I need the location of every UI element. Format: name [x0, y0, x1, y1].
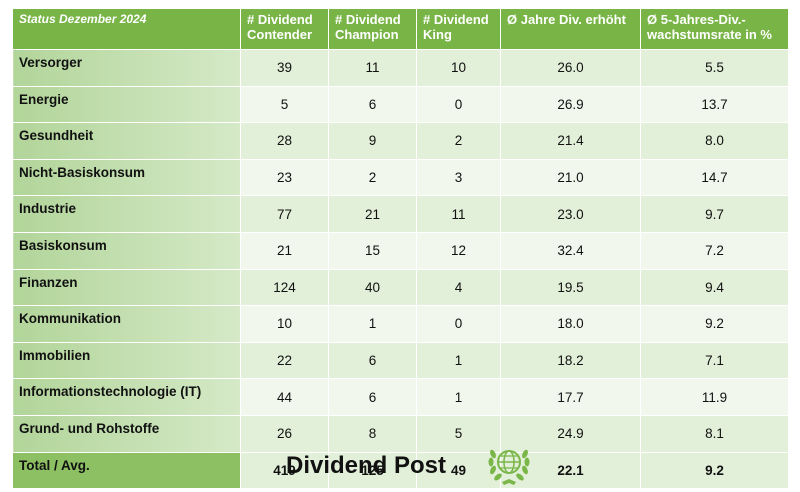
cell: 32.4: [500, 231, 641, 270]
cell: 6: [328, 378, 417, 416]
cell: 11: [328, 49, 417, 87]
table-row: Energie 5 6 0 26.9 13.7: [12, 85, 789, 124]
table-body: Versorger 39 11 10 26.0 5.5 Energie 5 6 0 26.9 13.7…: [12, 49, 789, 489]
header-cell: Ø 5-Jahres-Div.-wachstumsrate in %: [640, 8, 789, 50]
cell: 14.7: [640, 158, 789, 197]
row-label: Basiskonsum: [12, 231, 241, 270]
cell: 2: [328, 158, 417, 197]
table-row: Basiskonsum 21 15 12 32.4 7.2: [12, 231, 789, 270]
cell: 5.5: [640, 49, 789, 87]
row-label: Gesundheit: [12, 122, 241, 160]
total-cell: 125: [328, 451, 417, 489]
cell: 24.9: [500, 414, 641, 453]
cell: 9: [328, 122, 417, 160]
footer: Dividend Post: [0, 438, 800, 492]
cell: 19.5: [500, 268, 641, 307]
cell: 40: [328, 268, 417, 307]
row-label: Immobilien: [12, 341, 241, 380]
cell: 28: [240, 122, 329, 160]
header-cell: # Dividend Champion: [328, 8, 417, 50]
cell: 21: [240, 231, 329, 270]
cell: 10: [416, 49, 501, 87]
cell: 39: [240, 49, 329, 87]
cell: 23: [240, 158, 329, 197]
cell: 2: [416, 122, 501, 160]
header-cell: # Dividend Contender: [240, 8, 329, 50]
row-label: Kommunikation: [12, 305, 241, 343]
cell: 21.4: [500, 122, 641, 160]
brand: Dividend Post: [286, 452, 447, 479]
row-label: Informationstechnologie (IT): [12, 378, 241, 416]
cell: 12: [416, 231, 501, 270]
row-label: Energie: [12, 85, 241, 124]
cell: 1: [416, 341, 501, 380]
cell: 6: [328, 85, 417, 124]
cell: 13.7: [640, 85, 789, 124]
cell: 0: [416, 85, 501, 124]
cell: 15: [328, 231, 417, 270]
cell: 1: [328, 305, 417, 343]
table-row: Grund- und Rohstoffe 26 8 5 24.9 8.1: [12, 414, 789, 453]
cell: 11: [416, 195, 501, 233]
table-row: Kommunikation 10 1 0 18.0 9.2: [12, 305, 789, 343]
dividend-table: Status Dezember 2024 # Dividend Contender…: [12, 8, 789, 489]
cell: 8.0: [640, 122, 789, 160]
cell: 5: [240, 85, 329, 124]
cell: 26.9: [500, 85, 641, 124]
table-row: Immobilien 22 6 1 18.2 7.1: [12, 341, 789, 380]
cell: 0: [416, 305, 501, 343]
row-label: Grund- und Rohstoffe: [12, 414, 241, 453]
cell: 1: [416, 378, 501, 416]
total-cell: 9.2: [640, 451, 789, 489]
row-label: Industrie: [12, 195, 241, 233]
cell: 9.4: [640, 268, 789, 307]
cell: 21.0: [500, 158, 641, 197]
cell: 21: [328, 195, 417, 233]
cell: 22: [240, 341, 329, 380]
cell: 5: [416, 414, 501, 453]
cell: 6: [328, 341, 417, 380]
cell: 10: [240, 305, 329, 343]
cell: 124: [240, 268, 329, 307]
cell: 18.2: [500, 341, 641, 380]
table-row: Informationstechnologie (IT) 44 6 1 17.7 11.9: [12, 378, 789, 416]
header-cell: Status Dezember 2024: [12, 8, 241, 50]
cell: 23.0: [500, 195, 641, 233]
cell: 17.7: [500, 378, 641, 416]
row-label: Nicht-Basiskonsum: [12, 158, 241, 197]
cell: 3: [416, 158, 501, 197]
table-row: Finanzen 124 40 4 19.5 9.4: [12, 268, 789, 307]
cell: 7.2: [640, 231, 789, 270]
table-row: Nicht-Basiskonsum 23 2 3 21.0 14.7: [12, 158, 789, 197]
logo: [488, 449, 530, 485]
table-row: Versorger 39 11 10 26.0 5.5: [12, 49, 789, 87]
cell: 4: [416, 268, 501, 307]
cell: 44: [240, 378, 329, 416]
cell: 18.0: [500, 305, 641, 343]
header-cell: # Dividend King: [416, 8, 501, 50]
cell: 7.1: [640, 341, 789, 380]
table-row: Industrie 77 21 11 23.0 9.7: [12, 195, 789, 233]
cell: 26.0: [500, 49, 641, 87]
table-row: Gesundheit 28 9 2 21.4 8.0: [12, 122, 789, 160]
cell: 9.7: [640, 195, 789, 233]
cell: 11.9: [640, 378, 789, 416]
cell: 8.1: [640, 414, 789, 453]
row-label: Versorger: [12, 49, 241, 87]
header-cell: Ø Jahre Div. erhöht: [500, 8, 641, 50]
header-row: Status Dezember 2024 # Dividend Contender…: [12, 8, 789, 50]
cell: 9.2: [640, 305, 789, 343]
total-cell: 49: [416, 451, 501, 489]
row-label: Finanzen: [12, 268, 241, 307]
total-cell: 419: [240, 451, 329, 489]
total-label: Total / Avg.: [12, 451, 241, 489]
cell: 77: [240, 195, 329, 233]
